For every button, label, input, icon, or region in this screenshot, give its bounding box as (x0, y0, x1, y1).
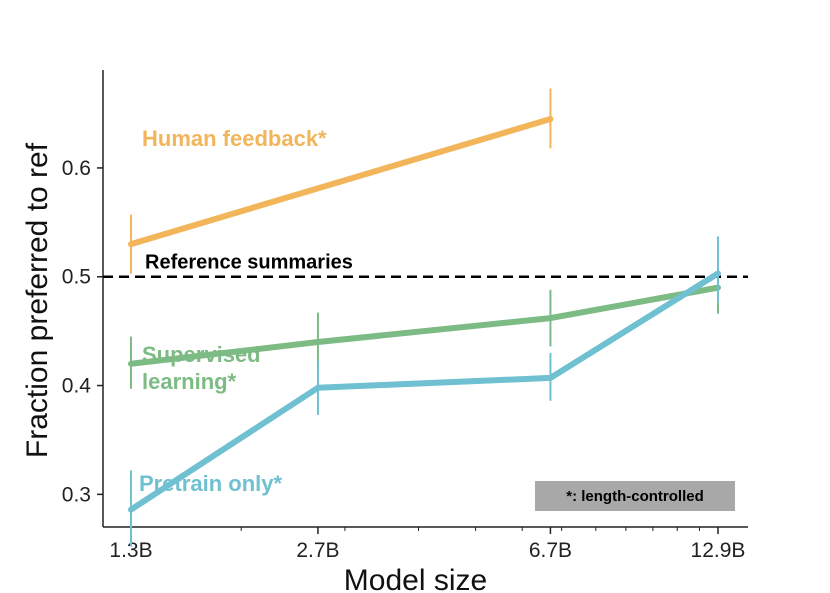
note-text: *: length-controlled (566, 488, 704, 505)
series-label-0: Human feedback* (142, 126, 327, 151)
data-point (128, 506, 134, 513)
reference-group: Reference summaries (103, 252, 748, 278)
series-label-2: Pretrain only* (139, 471, 282, 496)
series-line (130, 284, 719, 367)
axes: 0.3 0.4 0.5 0.6 1.3B 2.7B 6.7B 12.9B Model size F… (21, 70, 748, 593)
data-point (128, 241, 134, 248)
series-label-1: Supervised learning* (142, 342, 261, 394)
series-2 (128, 236, 721, 547)
y-tick-label: 0.5 (62, 266, 91, 289)
y-tick-label: 0.6 (62, 157, 91, 180)
x-tick-label: 2.7B (296, 539, 339, 562)
y-tick-label: 0.3 (62, 483, 91, 506)
series-line (130, 116, 552, 247)
series-label-line: Human feedback* (142, 126, 327, 151)
x-tick-label: 12.9B (691, 539, 746, 562)
series-label-line: learning* (142, 369, 237, 394)
y-tick-label: 0.4 (62, 375, 92, 398)
series-line (129, 270, 720, 513)
reference-label: Reference summaries (145, 252, 353, 274)
data-point (547, 115, 554, 122)
x-axis-label: Model size (344, 564, 487, 593)
data-point (128, 360, 134, 367)
series-label-line: Pretrain only* (139, 471, 282, 496)
data-point (314, 384, 321, 391)
series-label-line: Supervised (142, 342, 261, 367)
data-point (715, 270, 721, 277)
data-point (547, 315, 554, 322)
y-axis-label: Fraction preferred to ref (21, 142, 54, 458)
labels-group: Human feedback* Supervised learning* Pretra… (139, 126, 735, 511)
data-point (314, 339, 321, 346)
series-group (128, 88, 721, 547)
x-tick-label: 1.3B (109, 539, 152, 562)
series-0 (128, 88, 554, 274)
data-point (547, 374, 554, 381)
x-tick-label: 6.7B (529, 539, 572, 562)
note-box (535, 481, 735, 511)
